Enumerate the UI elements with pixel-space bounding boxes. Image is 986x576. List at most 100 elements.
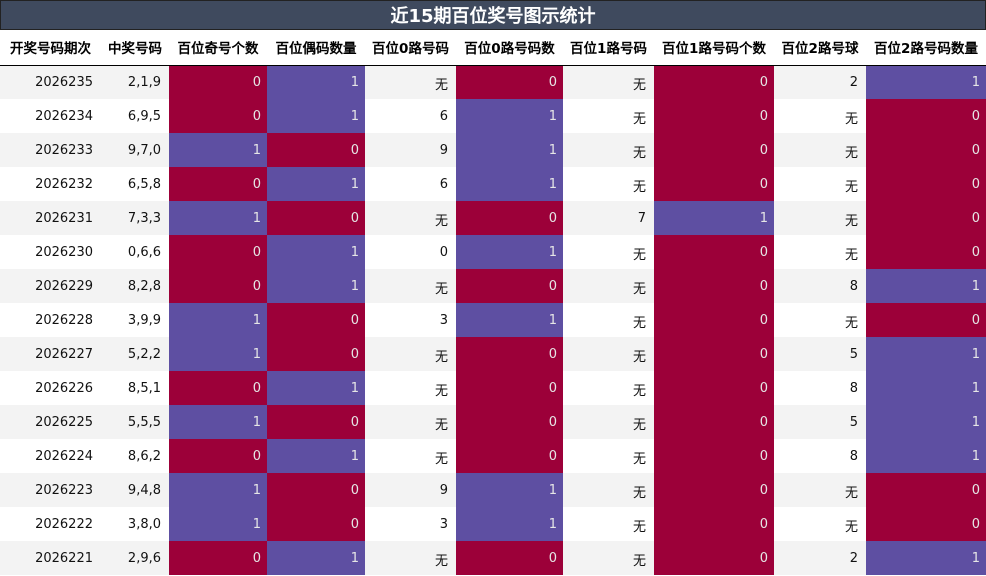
table-cell: 6 xyxy=(365,99,456,133)
table-row: 2026222 3,8,0 1 0 3 1 无 0 无 0 xyxy=(0,507,986,541)
stats-table: 开奖号码期次 中奖号码 百位奇号个数 百位偶码数量 百位0路号码 百位0路号码数… xyxy=(0,30,986,575)
table-cell: 无 xyxy=(563,133,654,167)
table-cell: 1 xyxy=(456,303,563,337)
table-row: 2026227 5,2,2 1 0 无 0 无 0 5 1 xyxy=(0,337,986,371)
table-cell: 0 xyxy=(654,167,774,201)
table-row: 2026229 8,2,8 0 1 无 0 无 0 8 1 xyxy=(0,269,986,303)
table-cell: 0 xyxy=(169,541,267,575)
table-cell: 0 xyxy=(169,65,267,99)
table-cell: 5 xyxy=(774,337,866,371)
table-row: 2026230 0,6,6 0 1 0 1 无 0 无 0 xyxy=(0,235,986,269)
table-cell: 3 xyxy=(365,507,456,541)
table-cell: 无 xyxy=(563,507,654,541)
table-row: 2026231 7,3,3 1 0 无 0 7 1 无 0 xyxy=(0,201,986,235)
table-cell: 3,8,0 xyxy=(101,507,169,541)
table-cell: 3 xyxy=(365,303,456,337)
table-cell: 0 xyxy=(456,201,563,235)
table-cell: 9 xyxy=(365,473,456,507)
table-cell: 无 xyxy=(563,167,654,201)
table-cell: 5,5,5 xyxy=(101,405,169,439)
column-header: 开奖号码期次 xyxy=(0,30,101,66)
table-cell: 1 xyxy=(456,473,563,507)
table-cell: 2026228 xyxy=(0,303,101,337)
table-cell: 2,9,6 xyxy=(101,541,169,575)
table-cell: 0 xyxy=(267,337,365,371)
table-cell: 2026230 xyxy=(0,235,101,269)
table-cell: 3,9,9 xyxy=(101,303,169,337)
table-cell: 0 xyxy=(654,371,774,405)
table-cell: 0 xyxy=(169,99,267,133)
table-cell: 无 xyxy=(365,439,456,473)
table-cell: 1 xyxy=(267,235,365,269)
table-cell: 无 xyxy=(774,201,866,235)
table-cell: 1 xyxy=(267,99,365,133)
table-cell: 2026232 xyxy=(0,167,101,201)
table-cell: 0 xyxy=(654,541,774,575)
table-cell: 1 xyxy=(267,269,365,303)
table-cell: 1 xyxy=(456,99,563,133)
table-cell: 0 xyxy=(866,303,986,337)
table-cell: 2026233 xyxy=(0,133,101,167)
table-cell: 无 xyxy=(774,235,866,269)
table-cell: 1 xyxy=(866,541,986,575)
table-cell: 0 xyxy=(654,473,774,507)
table-cell: 无 xyxy=(563,439,654,473)
table-cell: 0 xyxy=(654,439,774,473)
table-cell: 2 xyxy=(774,541,866,575)
table-cell: 无 xyxy=(563,235,654,269)
table-cell: 1 xyxy=(866,439,986,473)
column-header: 百位2路号码数量 xyxy=(866,30,986,66)
table-cell: 无 xyxy=(365,405,456,439)
table-cell: 2026222 xyxy=(0,507,101,541)
table-cell: 2026223 xyxy=(0,473,101,507)
table-cell: 0 xyxy=(456,541,563,575)
table-cell: 6,9,5 xyxy=(101,99,169,133)
table-cell: 1 xyxy=(169,133,267,167)
table-cell: 1 xyxy=(866,65,986,99)
table-cell: 1 xyxy=(267,65,365,99)
table-cell: 2026224 xyxy=(0,439,101,473)
table-cell: 0 xyxy=(456,269,563,303)
table-cell: 2026226 xyxy=(0,371,101,405)
table-cell: 无 xyxy=(563,337,654,371)
table-cell: 0 xyxy=(456,337,563,371)
table-cell: 0 xyxy=(267,303,365,337)
table-cell: 2026234 xyxy=(0,99,101,133)
table-row: 2026232 6,5,8 0 1 6 1 无 0 无 0 xyxy=(0,167,986,201)
column-header: 百位1路号码个数 xyxy=(654,30,774,66)
table-cell: 1 xyxy=(866,269,986,303)
column-header: 百位奇号个数 xyxy=(169,30,267,66)
table-cell: 0 xyxy=(654,337,774,371)
table-cell: 无 xyxy=(563,303,654,337)
table-cell: 0 xyxy=(169,371,267,405)
table-cell: 无 xyxy=(774,99,866,133)
table-cell: 5 xyxy=(774,405,866,439)
table-cell: 1 xyxy=(169,201,267,235)
table-cell: 无 xyxy=(365,65,456,99)
table-cell: 1 xyxy=(456,167,563,201)
table-cell: 0 xyxy=(267,201,365,235)
table-header-row: 开奖号码期次 中奖号码 百位奇号个数 百位偶码数量 百位0路号码 百位0路号码数… xyxy=(0,30,986,66)
table-cell: 0 xyxy=(654,99,774,133)
table-cell: 无 xyxy=(563,371,654,405)
table-cell: 2026229 xyxy=(0,269,101,303)
table-row: 2026224 8,6,2 0 1 无 0 无 0 8 1 xyxy=(0,439,986,473)
column-header: 百位1路号码 xyxy=(563,30,654,66)
table-cell: 9,7,0 xyxy=(101,133,169,167)
table-cell: 0 xyxy=(456,439,563,473)
table-cell: 无 xyxy=(563,541,654,575)
table-cell: 1 xyxy=(267,167,365,201)
table-cell: 1 xyxy=(267,541,365,575)
table-cell: 8 xyxy=(774,269,866,303)
table-cell: 1 xyxy=(456,133,563,167)
table-cell: 1 xyxy=(169,303,267,337)
table-cell: 无 xyxy=(774,167,866,201)
table-cell: 0 xyxy=(866,507,986,541)
table-cell: 1 xyxy=(267,371,365,405)
table-row: 2026235 2,1,9 0 1 无 0 无 0 2 1 xyxy=(0,65,986,99)
table-cell: 1 xyxy=(169,405,267,439)
table-cell: 0 xyxy=(456,371,563,405)
table-cell: 无 xyxy=(365,371,456,405)
table-cell: 无 xyxy=(563,99,654,133)
table-cell: 0 xyxy=(365,235,456,269)
